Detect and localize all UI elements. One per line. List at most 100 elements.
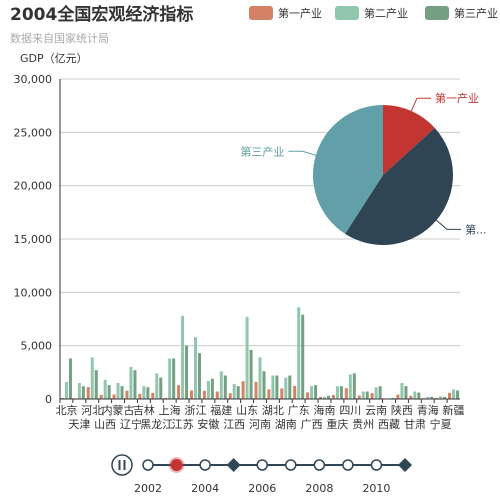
bar-2-福建[interactable] <box>223 375 227 399</box>
bar-2-云南[interactable] <box>378 386 382 399</box>
timeline-point-2005[interactable] <box>226 458 241 472</box>
timeline-point-2010[interactable] <box>370 459 383 471</box>
bar-2-河南[interactable] <box>262 371 266 399</box>
timeline-point-2007[interactable] <box>285 459 297 471</box>
bar-2-陕西[interactable] <box>404 386 408 399</box>
bar-1-四川[interactable] <box>348 374 352 399</box>
legend-item-tertiary[interactable]: 第三产业 <box>425 6 498 20</box>
timeline-point-2009[interactable] <box>342 459 354 471</box>
bar-2-山东[interactable] <box>249 349 253 399</box>
bar-0-辽宁[interactable] <box>125 390 129 399</box>
bar-0-山东[interactable] <box>241 381 245 399</box>
bar-1-广西[interactable] <box>310 386 314 399</box>
bar-1-内蒙古[interactable] <box>116 383 120 399</box>
legend-item-primary[interactable]: 第一产业 <box>249 6 322 20</box>
bar-2-广东[interactable] <box>301 314 305 399</box>
timeline-point-2008[interactable] <box>313 459 326 471</box>
bar-1-北京[interactable] <box>64 381 68 399</box>
bar-0-江苏[interactable] <box>177 385 181 399</box>
bar-0-云南[interactable] <box>370 393 374 399</box>
bar-2-浙江[interactable] <box>197 353 201 399</box>
bar-2-河北[interactable] <box>94 370 98 399</box>
bar-0-甘肃[interactable] <box>409 395 413 399</box>
bar-1-山东[interactable] <box>245 316 249 399</box>
bar-0-广西[interactable] <box>306 392 310 399</box>
bar-1-青海[interactable] <box>426 396 430 399</box>
bar-2-青海[interactable] <box>430 396 434 399</box>
bar-1-海南[interactable] <box>323 396 327 399</box>
bar-1-湖南[interactable] <box>284 377 288 399</box>
bar-2-重庆[interactable] <box>339 386 343 399</box>
bar-1-江苏[interactable] <box>181 315 185 399</box>
bar-2-湖北[interactable] <box>275 375 279 399</box>
bar-0-上海[interactable] <box>164 397 168 399</box>
bar-1-安徽[interactable] <box>206 380 210 399</box>
bar-2-甘肃[interactable] <box>417 392 421 399</box>
bar-1-云南[interactable] <box>374 387 378 399</box>
bar-0-浙江[interactable] <box>189 390 193 399</box>
bar-1-山西[interactable] <box>103 379 107 399</box>
bar-0-内蒙古[interactable] <box>112 394 116 399</box>
bar-1-广东[interactable] <box>297 307 301 399</box>
bar-1-吉林[interactable] <box>142 386 146 399</box>
bar-1-重庆[interactable] <box>335 386 339 399</box>
bar-2-江苏[interactable] <box>185 345 189 399</box>
bar-0-河北[interactable] <box>86 387 90 399</box>
bar-0-河南[interactable] <box>254 381 258 399</box>
bar-0-广东[interactable] <box>293 385 297 399</box>
bar-1-浙江[interactable] <box>193 337 197 399</box>
timeline-point-2004[interactable] <box>199 459 211 471</box>
bar-1-福建[interactable] <box>219 371 223 399</box>
bar-2-吉林[interactable] <box>146 387 150 399</box>
timeline-point-2011[interactable] <box>398 458 412 472</box>
bar-2-广西[interactable] <box>314 385 318 399</box>
timeline-point-2006[interactable] <box>256 459 268 471</box>
bar-2-天津[interactable] <box>81 386 85 399</box>
bar-2-上海[interactable] <box>172 358 176 399</box>
bar-1-江西[interactable] <box>232 384 236 399</box>
bar-0-四川[interactable] <box>344 388 348 399</box>
bar-0-湖北[interactable] <box>267 389 271 399</box>
bar-2-安徽[interactable] <box>210 378 214 399</box>
bar-2-宁夏[interactable] <box>443 396 447 399</box>
bar-2-山西[interactable] <box>107 385 111 399</box>
timeline-checkpoint[interactable] <box>170 459 183 471</box>
bar-0-黑龙江[interactable] <box>151 392 155 399</box>
bar-0-重庆[interactable] <box>331 394 335 399</box>
bar-1-宁夏[interactable] <box>439 396 443 399</box>
bar-1-河北[interactable] <box>90 357 94 399</box>
bar-1-甘肃[interactable] <box>413 391 417 399</box>
bar-2-内蒙古[interactable] <box>120 386 124 399</box>
bar-1-湖北[interactable] <box>271 375 275 399</box>
legend-item-secondary[interactable]: 第二产业 <box>335 6 408 20</box>
timeline-play-button[interactable] <box>111 454 133 476</box>
bar-1-黑龙江[interactable] <box>155 373 159 399</box>
bar-2-新疆[interactable] <box>456 390 460 399</box>
bar-2-西藏[interactable] <box>391 397 395 399</box>
bar-1-陕西[interactable] <box>400 383 404 399</box>
bar-1-新疆[interactable] <box>452 389 456 399</box>
bar-0-福建[interactable] <box>215 391 219 399</box>
bar-0-陕西[interactable] <box>396 394 400 399</box>
bar-2-北京[interactable] <box>68 358 72 399</box>
bar-2-江西[interactable] <box>236 386 240 399</box>
bar-2-海南[interactable] <box>327 395 331 399</box>
bar-0-山西[interactable] <box>99 394 103 399</box>
bar-2-四川[interactable] <box>352 373 356 399</box>
timeline-point-2002[interactable] <box>142 459 154 471</box>
bar-1-贵州[interactable] <box>361 391 365 399</box>
bar-2-湖南[interactable] <box>288 375 292 399</box>
pie-slice-1[interactable] <box>345 127 454 246</box>
bar-0-新疆[interactable] <box>448 392 452 399</box>
bar-0-吉林[interactable] <box>138 393 142 399</box>
bar-1-天津[interactable] <box>77 383 81 399</box>
bar-0-湖南[interactable] <box>280 388 284 399</box>
bar-0-贵州[interactable] <box>357 395 361 399</box>
bar-0-北京[interactable] <box>60 397 64 399</box>
bar-2-黑龙江[interactable] <box>159 377 163 399</box>
bar-1-河南[interactable] <box>258 357 262 399</box>
bar-1-上海[interactable] <box>168 358 172 399</box>
bar-0-江西[interactable] <box>228 393 232 399</box>
pie-slice-0[interactable] <box>383 105 435 175</box>
bar-2-贵州[interactable] <box>365 391 369 399</box>
